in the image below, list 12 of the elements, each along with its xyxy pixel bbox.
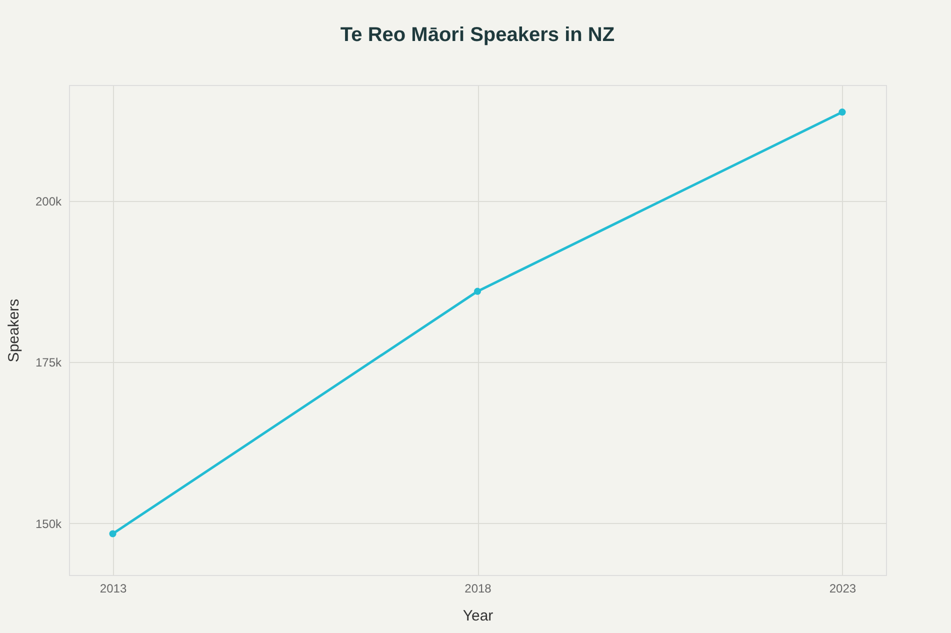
chart-title: Te Reo Māori Speakers in NZ (340, 24, 615, 46)
point (109, 530, 116, 538)
y-axis-title: Speakers (5, 298, 22, 362)
point (838, 108, 846, 116)
y-tick-label: 200k (35, 194, 62, 209)
x-tick-label: 2023 (829, 582, 856, 596)
x-tick-label: 2013 (100, 582, 127, 596)
y-tick-label: 175k (35, 356, 62, 370)
y-tick-label: 150k (35, 516, 62, 531)
x-axis-title: Year (462, 608, 494, 624)
x-tick-label: 2018 (464, 582, 492, 596)
point (474, 288, 482, 295)
